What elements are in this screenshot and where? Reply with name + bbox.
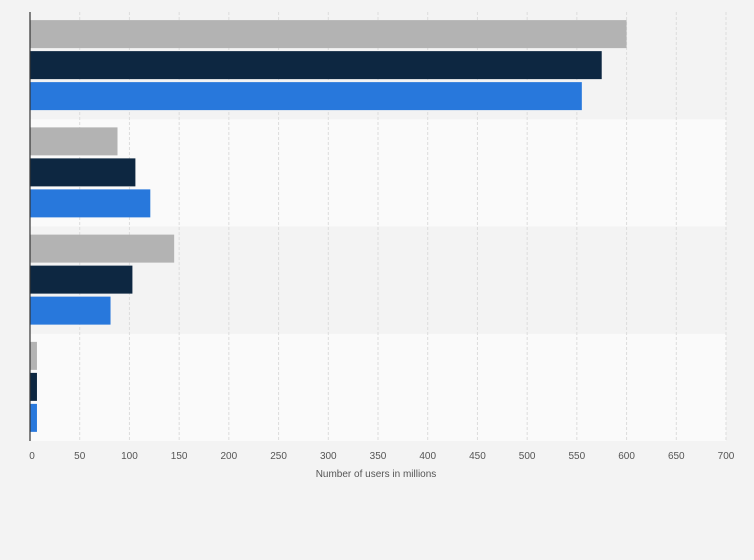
x-tick-label: 700 (718, 451, 735, 462)
x-tick-label: 550 (569, 451, 586, 462)
x-tick-label: 200 (221, 451, 238, 462)
x-axis-title: Number of users in millions (316, 469, 437, 480)
bar[interactable] (30, 265, 133, 294)
bar[interactable] (30, 341, 37, 370)
bar[interactable] (30, 189, 151, 218)
bar[interactable] (30, 372, 37, 401)
bar[interactable] (30, 82, 582, 111)
x-tick-label: 150 (171, 451, 188, 462)
x-tick-label: 400 (419, 451, 436, 462)
bar[interactable] (30, 234, 175, 263)
bar[interactable] (30, 20, 627, 49)
x-tick-label: 350 (370, 451, 387, 462)
bar[interactable] (30, 158, 136, 187)
x-tick-label: 300 (320, 451, 337, 462)
x-tick-label: 600 (618, 451, 635, 462)
x-tick-label: 450 (469, 451, 486, 462)
bar[interactable] (30, 403, 37, 432)
x-tick-label: 500 (519, 451, 536, 462)
x-tick-label: 0 (29, 451, 35, 462)
bar[interactable] (30, 127, 118, 156)
x-tick-label: 650 (668, 451, 685, 462)
bar[interactable] (30, 296, 111, 325)
x-tick-label: 250 (270, 451, 287, 462)
x-tick-label: 50 (74, 451, 86, 462)
x-tick-label: 100 (121, 451, 138, 462)
bar[interactable] (30, 51, 602, 80)
